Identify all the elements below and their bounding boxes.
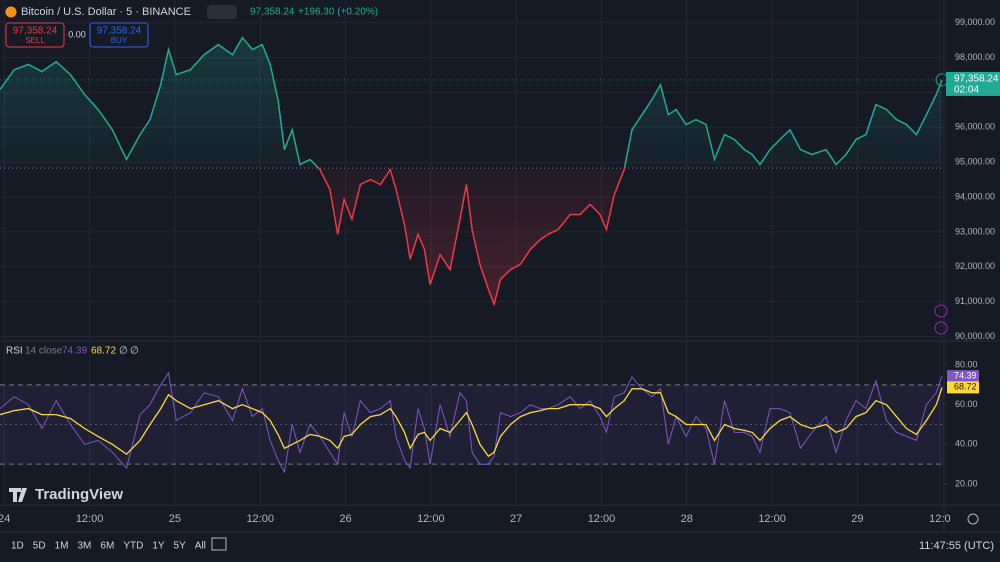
y-tick-label: 60.00: [955, 399, 978, 409]
range-button[interactable]: All: [195, 541, 206, 552]
logo: [9, 488, 27, 502]
x-tick-label: 29: [851, 513, 863, 525]
symbol: Bitcoin / U.S. Dollar · 5 · BINANCE: [21, 6, 191, 18]
y-tick-label: 91,000.00: [955, 296, 995, 306]
watermark: TradingView: [35, 486, 123, 503]
indicator-name: RSI: [6, 346, 23, 357]
x-tick-label: 12:00: [758, 513, 786, 525]
buy-button[interactable]: [89, 22, 149, 48]
y-tick-label: 99,000.00: [955, 17, 995, 27]
sell-label: SELL: [25, 36, 45, 45]
y-tick-label: 40.00: [955, 439, 978, 449]
range-button[interactable]: 5D: [33, 541, 46, 552]
legend-value: ∅: [130, 346, 139, 357]
baseline-area: [0, 37, 942, 305]
compare-button[interactable]: [207, 5, 237, 19]
coin-icon: [5, 6, 17, 18]
range-button[interactable]: 1D: [11, 541, 24, 552]
range-button[interactable]: 6M: [100, 541, 114, 552]
indicator-params: 14 close: [25, 346, 63, 357]
rsi-line: [0, 371, 943, 474]
x-tick-label: 25: [169, 513, 181, 525]
value-tag-label: 68.72: [954, 382, 977, 392]
x-tick-label: 24: [0, 513, 10, 525]
y-tick-label: 94,000.00: [955, 191, 995, 201]
y-tick-label: 20.00: [955, 478, 978, 488]
range-button[interactable]: 3M: [78, 541, 92, 552]
y-tick-label: 90,000.00: [955, 331, 995, 341]
legend-value: ∅: [119, 346, 128, 357]
range-button[interactable]: 5Y: [174, 541, 187, 552]
x-tick-label: 12:00: [417, 513, 445, 525]
y-tick-label: 95,000.00: [955, 157, 995, 167]
range-button[interactable]: 1M: [55, 541, 69, 552]
legend-value: 68.72: [91, 346, 116, 357]
x-tick-label: 12:00: [246, 513, 274, 525]
legend-value: 74.39: [62, 346, 87, 357]
range-button[interactable]: YTD: [123, 541, 143, 552]
countdown: 02:04: [954, 85, 979, 96]
y-tick-label: 80.00: [955, 359, 978, 369]
tool-icon[interactable]: [934, 321, 948, 335]
y-tick-label: 92,000.00: [955, 261, 995, 271]
plot-area: [0, 36, 944, 307]
buy-price: 97,358.24: [97, 26, 142, 37]
date-range-icon[interactable]: [211, 537, 227, 551]
x-tick-label: 12:00: [588, 513, 616, 525]
y-tick-label: 93,000.00: [955, 226, 995, 236]
y-tick-label: 98,000.00: [955, 52, 995, 62]
price-line: [0, 36, 943, 307]
value-tag: [947, 370, 979, 383]
value-tag: [947, 381, 979, 394]
change: +196.30 (+0.20%): [298, 7, 378, 18]
clock: 11:47:55 (UTC): [919, 540, 994, 552]
range-button[interactable]: 1Y: [152, 541, 165, 552]
x-tick-label: 27: [510, 513, 522, 525]
tool-icon[interactable]: [934, 304, 948, 318]
sell-price: 97,358.24: [13, 26, 58, 37]
price-tag: [946, 71, 1000, 96]
x-tick-label: 26: [339, 513, 351, 525]
buy-label: BUY: [111, 36, 128, 45]
rsi-line: [0, 387, 943, 458]
settings-icon[interactable]: [967, 513, 979, 525]
x-tick-label: 12:0: [929, 513, 950, 525]
y-tick-label: 96,000.00: [955, 122, 995, 132]
x-tick-label: 12:00: [76, 513, 104, 525]
sell-button[interactable]: [5, 22, 65, 48]
spread: 0.00: [68, 29, 86, 39]
price-tag-label: 97,358.24: [954, 74, 999, 85]
value-tag-label: 74.39: [954, 371, 977, 381]
x-tick-label: 28: [681, 513, 693, 525]
plot-area: [0, 371, 944, 474]
price: 97,358.24: [250, 7, 295, 18]
